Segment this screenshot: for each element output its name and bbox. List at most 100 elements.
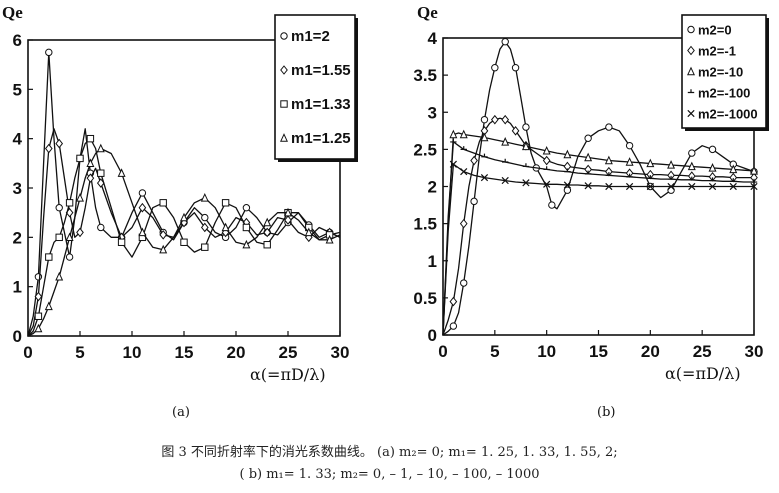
data-point-a-3-22 — [180, 212, 188, 222]
data-point-b-2-28 — [708, 163, 717, 172]
series-b-4 — [442, 160, 758, 336]
data-point-b-0-10 — [491, 64, 499, 72]
y-tick-label-a-1: 1 — [13, 278, 22, 297]
series-line-a-0 — [27, 51, 341, 337]
series-line-b-4 — [442, 163, 754, 336]
data-point-a-2-24 — [201, 243, 209, 251]
data-point-a-2-14 — [97, 169, 105, 177]
data-point-b-0-4 — [460, 279, 468, 287]
chart-panel-b: 0 5 10 15 20 25 30 0 0.5 1 1.5 2 2.5 3 3.5 4 Qe α(=πD/λ) (… — [413, 3, 769, 420]
series-line-b-2 — [442, 132, 755, 336]
legend-label-b-3: m2=-100 — [698, 86, 750, 101]
series-line-b-3 — [442, 141, 754, 336]
legend-marker-b-4 — [687, 109, 695, 118]
panel-label-b: (b) — [597, 405, 615, 420]
data-point-b-3-8 — [502, 158, 509, 163]
data-point-b-0-20 — [548, 201, 556, 209]
legend-label-b-1: m2=-1 — [698, 44, 736, 59]
data-point-a-2-12 — [86, 134, 95, 143]
x-tick-label-b-5: 25 — [693, 342, 712, 361]
data-point-b-3-6 — [481, 153, 488, 158]
data-point-a-3-26 — [221, 222, 230, 232]
data-point-a-2-30 — [263, 241, 271, 249]
data-point-b-2-12 — [542, 145, 551, 155]
data-point-b-3-26 — [688, 176, 695, 181]
data-point-a-1-2 — [34, 291, 43, 302]
data-point-a-3-6 — [55, 271, 64, 281]
data-point-b-3-24 — [667, 175, 675, 180]
y-axis-label-b: Qe — [417, 3, 438, 22]
data-point-b-2-16 — [584, 152, 593, 162]
legend-marker-b-2 — [687, 66, 695, 76]
data-point-b-0-6 — [470, 197, 478, 206]
x-tick-label-b-3: 15 — [589, 342, 608, 361]
data-point-b-2-18 — [604, 155, 613, 165]
data-point-b-4-24 — [667, 182, 675, 191]
data-point-a-3-36 — [325, 234, 334, 244]
data-point-a-0-18 — [138, 189, 147, 197]
data-point-b-2-30 — [729, 164, 738, 174]
data-point-b-0-22 — [563, 186, 572, 194]
legend-marker-b-3 — [687, 89, 695, 94]
panel-label-a: (a) — [172, 405, 190, 420]
data-point-a-0-28 — [242, 204, 251, 212]
data-point-b-4-20 — [625, 182, 634, 191]
data-point-a-2-2 — [34, 312, 43, 320]
data-point-b-1-10 — [490, 114, 499, 125]
data-point-b-3-12 — [543, 166, 550, 171]
data-point-b-1-14 — [511, 126, 520, 136]
data-point-a-3-20 — [159, 244, 168, 254]
y-tick-label-a-5: 5 — [13, 80, 22, 99]
data-point-b-0-2 — [449, 322, 458, 330]
data-point-b-2-6 — [480, 132, 489, 142]
figure-caption-line-2: ( b) m₁= 1. 33; m₂= 0, – 1, – 10, – 100,… — [239, 467, 540, 482]
data-point-a-3-16 — [117, 168, 126, 177]
series-a-3 — [27, 143, 341, 337]
data-point-a-1-12 — [86, 173, 95, 183]
data-point-a-3-8 — [65, 232, 74, 242]
legend-label-a-1: m1=1.55 — [291, 62, 351, 79]
x-tick-label-b-2: 10 — [537, 342, 556, 361]
legend-label-a-0: m1=2 — [291, 28, 330, 45]
legend-marker-a-0 — [280, 32, 288, 40]
data-point-b-2-20 — [625, 157, 634, 166]
data-point-b-3-2 — [450, 138, 457, 143]
data-point-b-3-10 — [522, 163, 530, 168]
data-point-b-3-14 — [564, 168, 571, 173]
x-tick-label-a-1: 5 — [75, 343, 84, 362]
y-tick-label-b-3: 1.5 — [413, 215, 437, 234]
data-point-b-4-4 — [460, 168, 468, 176]
y-tick-label-b-4: 2 — [428, 178, 437, 197]
legend-label-a-2: m1=1.33 — [291, 96, 351, 113]
series-a-2 — [27, 134, 341, 337]
data-point-a-2-6 — [55, 233, 63, 242]
data-point-b-2-22 — [646, 158, 655, 168]
data-point-a-0-2 — [34, 273, 43, 281]
data-point-a-2-20 — [159, 199, 167, 207]
x-tick-label-a-0: 0 — [23, 343, 32, 362]
y-tick-label-a-2: 2 — [13, 228, 22, 247]
data-point-b-2-10 — [521, 141, 530, 151]
data-point-b-2-14 — [563, 149, 572, 159]
x-tick-label-a-4: 20 — [227, 343, 246, 362]
x-tick-label-b-1: 5 — [490, 342, 499, 361]
data-point-b-0-36 — [708, 145, 717, 154]
data-point-b-0-28 — [625, 141, 634, 150]
data-point-a-2-10 — [76, 154, 84, 163]
data-point-b-4-12 — [543, 180, 551, 188]
data-point-a-3-18 — [138, 227, 147, 237]
y-axis-label-a: Qe — [2, 3, 23, 22]
data-point-b-4-28 — [708, 182, 717, 191]
data-point-b-4-22 — [646, 182, 654, 191]
data-point-b-4-18 — [605, 182, 613, 191]
data-point-b-4-16 — [584, 182, 592, 190]
data-point-b-4-32 — [750, 182, 758, 191]
legend-marker-b-1 — [687, 45, 695, 56]
legend-label-b-0: m2=0 — [698, 23, 732, 38]
data-point-a-3-30 — [263, 217, 272, 227]
x-tick-label-a-5: 25 — [279, 343, 298, 362]
series-b-1 — [442, 114, 758, 336]
data-point-a-3-34 — [304, 227, 313, 237]
data-point-b-1-6 — [470, 155, 478, 166]
